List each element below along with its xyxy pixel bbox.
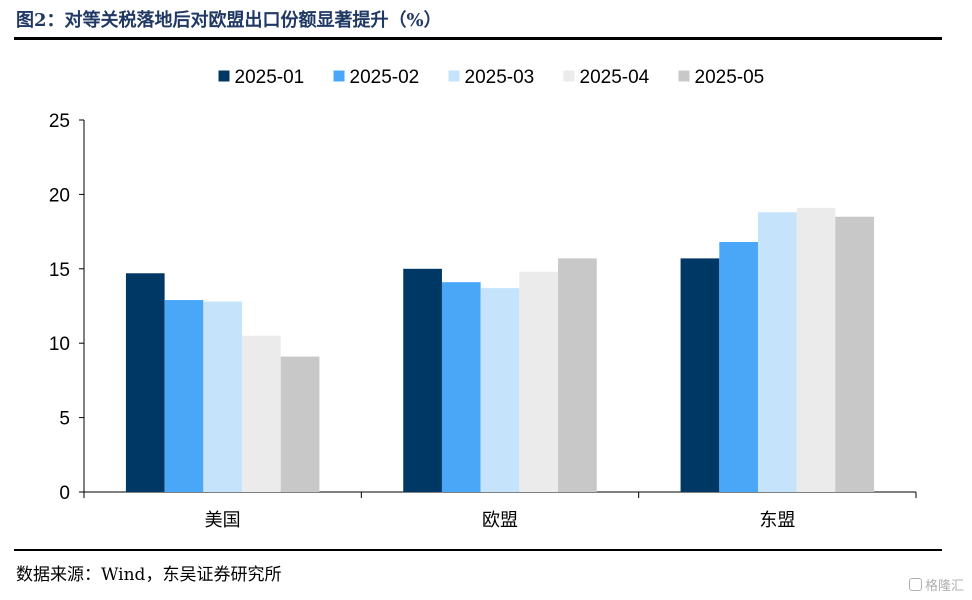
y-tick-label: 0 — [59, 483, 70, 504]
bar — [757, 212, 797, 493]
y-tick-label: 25 — [49, 111, 70, 132]
x-tick-label: 东盟 — [759, 510, 795, 530]
bar — [680, 258, 720, 492]
bar — [480, 288, 520, 492]
legend-label: 2025-02 — [350, 67, 420, 88]
legend-swatch — [678, 70, 690, 82]
bar — [441, 282, 481, 492]
legend-label: 2025-03 — [465, 67, 535, 88]
chart-title: 图2：对等关税落地后对欧盟出口份额显著提升（%） — [16, 10, 442, 31]
legend-label: 2025-04 — [580, 67, 650, 88]
x-tick-label: 欧盟 — [482, 510, 518, 530]
bar — [125, 273, 165, 492]
legend-swatch — [448, 70, 460, 82]
bar — [835, 216, 875, 492]
x-tick-label: 美国 — [205, 510, 241, 530]
legend-label: 2025-05 — [695, 67, 765, 88]
chart-bars — [125, 207, 875, 493]
bar — [719, 242, 758, 492]
bottom-divider — [14, 549, 942, 551]
bar — [203, 301, 243, 492]
bar — [558, 258, 597, 492]
bar — [280, 356, 320, 492]
bar — [519, 271, 559, 492]
bar — [242, 335, 281, 492]
legend-swatch — [563, 70, 575, 82]
y-tick-label: 5 — [59, 409, 70, 430]
bar — [164, 300, 204, 492]
data-source: 数据来源：Wind，东吴证券研究所 — [16, 565, 282, 585]
bar — [403, 268, 442, 492]
watermark: 格隆汇 — [908, 575, 964, 594]
y-tick-label: 20 — [49, 185, 70, 206]
y-tick-label: 15 — [49, 260, 70, 281]
legend-label: 2025-01 — [235, 67, 305, 88]
legend-swatch — [218, 70, 230, 82]
legend-swatch — [333, 70, 345, 82]
chart-legend: 2025-01 2025-02 2025-03 2025-04 2025-05 — [218, 67, 765, 88]
y-tick-label: 10 — [49, 334, 70, 355]
gelonghui-logo-icon — [908, 578, 922, 591]
bar — [796, 207, 836, 493]
watermark-text: 格隆汇 — [924, 579, 964, 594]
top-divider — [14, 37, 942, 40]
